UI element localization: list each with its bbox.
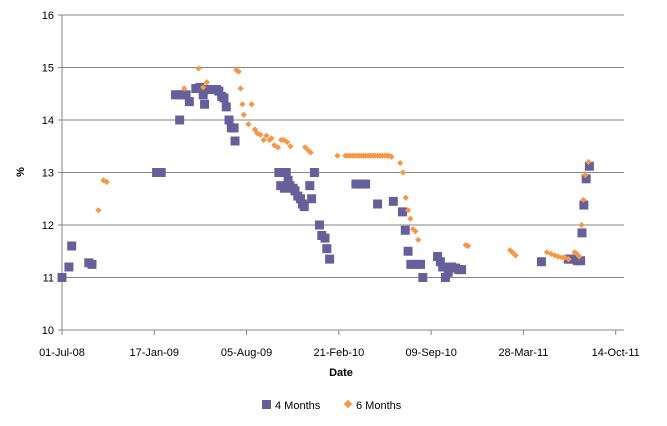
- data-point-4-months: [406, 259, 416, 269]
- data-point-4-months: [67, 241, 77, 251]
- data-point-4-months: [322, 244, 332, 254]
- data-point-4-months: [219, 93, 229, 103]
- data-point-4-months: [400, 225, 410, 235]
- data-point-4-months: [290, 186, 300, 196]
- data-point-4-months: [281, 168, 291, 177]
- data-point-6-months: [576, 253, 583, 260]
- data-point-6-months: [509, 249, 516, 256]
- data-point-4-months: [577, 228, 587, 238]
- data-point-4-months: [440, 273, 450, 282]
- data-point-4-months: [581, 174, 591, 184]
- data-point-4-months: [433, 252, 443, 261]
- data-point-4-months: [309, 168, 319, 177]
- legend-label-4-months: 4 Months: [275, 400, 321, 412]
- data-point-4-months: [320, 233, 330, 243]
- y-tick-label: 12: [42, 220, 54, 232]
- x-tick-label: 21-Feb-10: [313, 347, 364, 359]
- y-tick-label: 13: [42, 168, 54, 180]
- x-tick-label: 09-Sep-10: [405, 347, 456, 359]
- data-point-4-months: [214, 86, 224, 96]
- data-point-4-months: [307, 194, 317, 204]
- data-point-4-months: [536, 257, 546, 267]
- y-tick-label: 11: [43, 273, 54, 285]
- data-point-6-months: [248, 101, 255, 108]
- data-point-4-months: [57, 273, 67, 282]
- x-axis-title: Date: [329, 367, 353, 379]
- data-point-4-months: [361, 179, 371, 189]
- x-tick-label: 01-Jul-08: [39, 347, 85, 359]
- data-point-6-months: [239, 101, 246, 108]
- data-point-6-months: [240, 111, 247, 118]
- data-point-4-months: [305, 181, 315, 191]
- data-point-4-months: [410, 259, 420, 269]
- data-point-4-months: [457, 265, 467, 275]
- data-point-4-months: [373, 199, 383, 209]
- series-6-months: [95, 65, 592, 263]
- data-point-4-months: [403, 246, 413, 256]
- data-point-6-months: [245, 121, 252, 128]
- x-tick-labels: 01-Jul-08 17-Jan-09 05-Aug-09 21-Feb-10 09-S…: [39, 347, 640, 359]
- y-tick-label: 16: [42, 10, 54, 22]
- data-point-4-months: [221, 102, 231, 112]
- data-point-6-months: [181, 85, 188, 92]
- data-point-4-months: [195, 82, 205, 92]
- data-point-4-months: [416, 259, 426, 269]
- y-tick-label: 15: [42, 63, 54, 75]
- data-point-4-months: [579, 200, 589, 210]
- data-point-6-months: [558, 254, 565, 261]
- data-point-6-months: [512, 252, 519, 259]
- legend: 4 Months 6 Months: [262, 399, 402, 412]
- data-point-4-months: [175, 115, 185, 125]
- data-point-4-months: [443, 267, 453, 277]
- data-point-6-months: [103, 178, 110, 186]
- data-point-4-months: [230, 136, 240, 146]
- y-tick-labels: 10 11 12 13 14 15 16: [42, 10, 54, 337]
- data-point-4-months: [438, 262, 448, 272]
- data-point-4-months: [299, 202, 309, 212]
- legend-label-6-months: 6 Months: [356, 400, 402, 412]
- data-point-4-months: [229, 123, 239, 133]
- data-point-4-months: [181, 90, 191, 100]
- data-point-4-months: [418, 273, 428, 282]
- data-point-4-months: [355, 179, 365, 189]
- x-tick-label: 14-Oct-11: [592, 347, 640, 359]
- data-point-4-months: [584, 161, 594, 171]
- data-point-4-months: [283, 175, 293, 185]
- data-point-4-months: [325, 254, 335, 264]
- data-point-4-months: [224, 115, 234, 125]
- data-point-4-months: [279, 183, 289, 193]
- data-point-4-months: [156, 168, 166, 177]
- data-point-4-months: [64, 262, 74, 272]
- data-point-4-months: [398, 207, 408, 217]
- data-point-6-months: [200, 84, 207, 91]
- data-point-4-months: [152, 168, 162, 177]
- data-point-4-months: [388, 196, 398, 206]
- y-tick-label: 14: [42, 115, 54, 127]
- x-tick-label: 05-Aug-09: [221, 347, 272, 359]
- data-point-4-months: [200, 99, 210, 109]
- series-marks: [57, 65, 594, 282]
- data-point-6-months: [95, 207, 102, 214]
- data-point-4-months: [435, 257, 445, 267]
- x-tick-label: 17-Jan-09: [130, 347, 180, 359]
- data-point-4-months: [296, 194, 306, 204]
- data-point-4-months: [184, 97, 194, 107]
- data-point-6-months: [237, 85, 244, 92]
- legend-marker-6-months: [343, 399, 353, 409]
- x-tick-label: 28-Mar-11: [498, 347, 548, 359]
- data-point-4-months: [274, 168, 284, 177]
- y-axis-title: %: [15, 167, 27, 177]
- y-tick-label: 10: [42, 325, 54, 337]
- data-point-6-months: [203, 79, 210, 86]
- data-point-4-months: [314, 220, 324, 230]
- data-point-6-months: [235, 68, 242, 75]
- data-point-4-months: [198, 90, 208, 100]
- data-point-4-months: [576, 256, 586, 266]
- data-point-4-months: [87, 259, 97, 269]
- legend-marker-4-months: [262, 400, 271, 409]
